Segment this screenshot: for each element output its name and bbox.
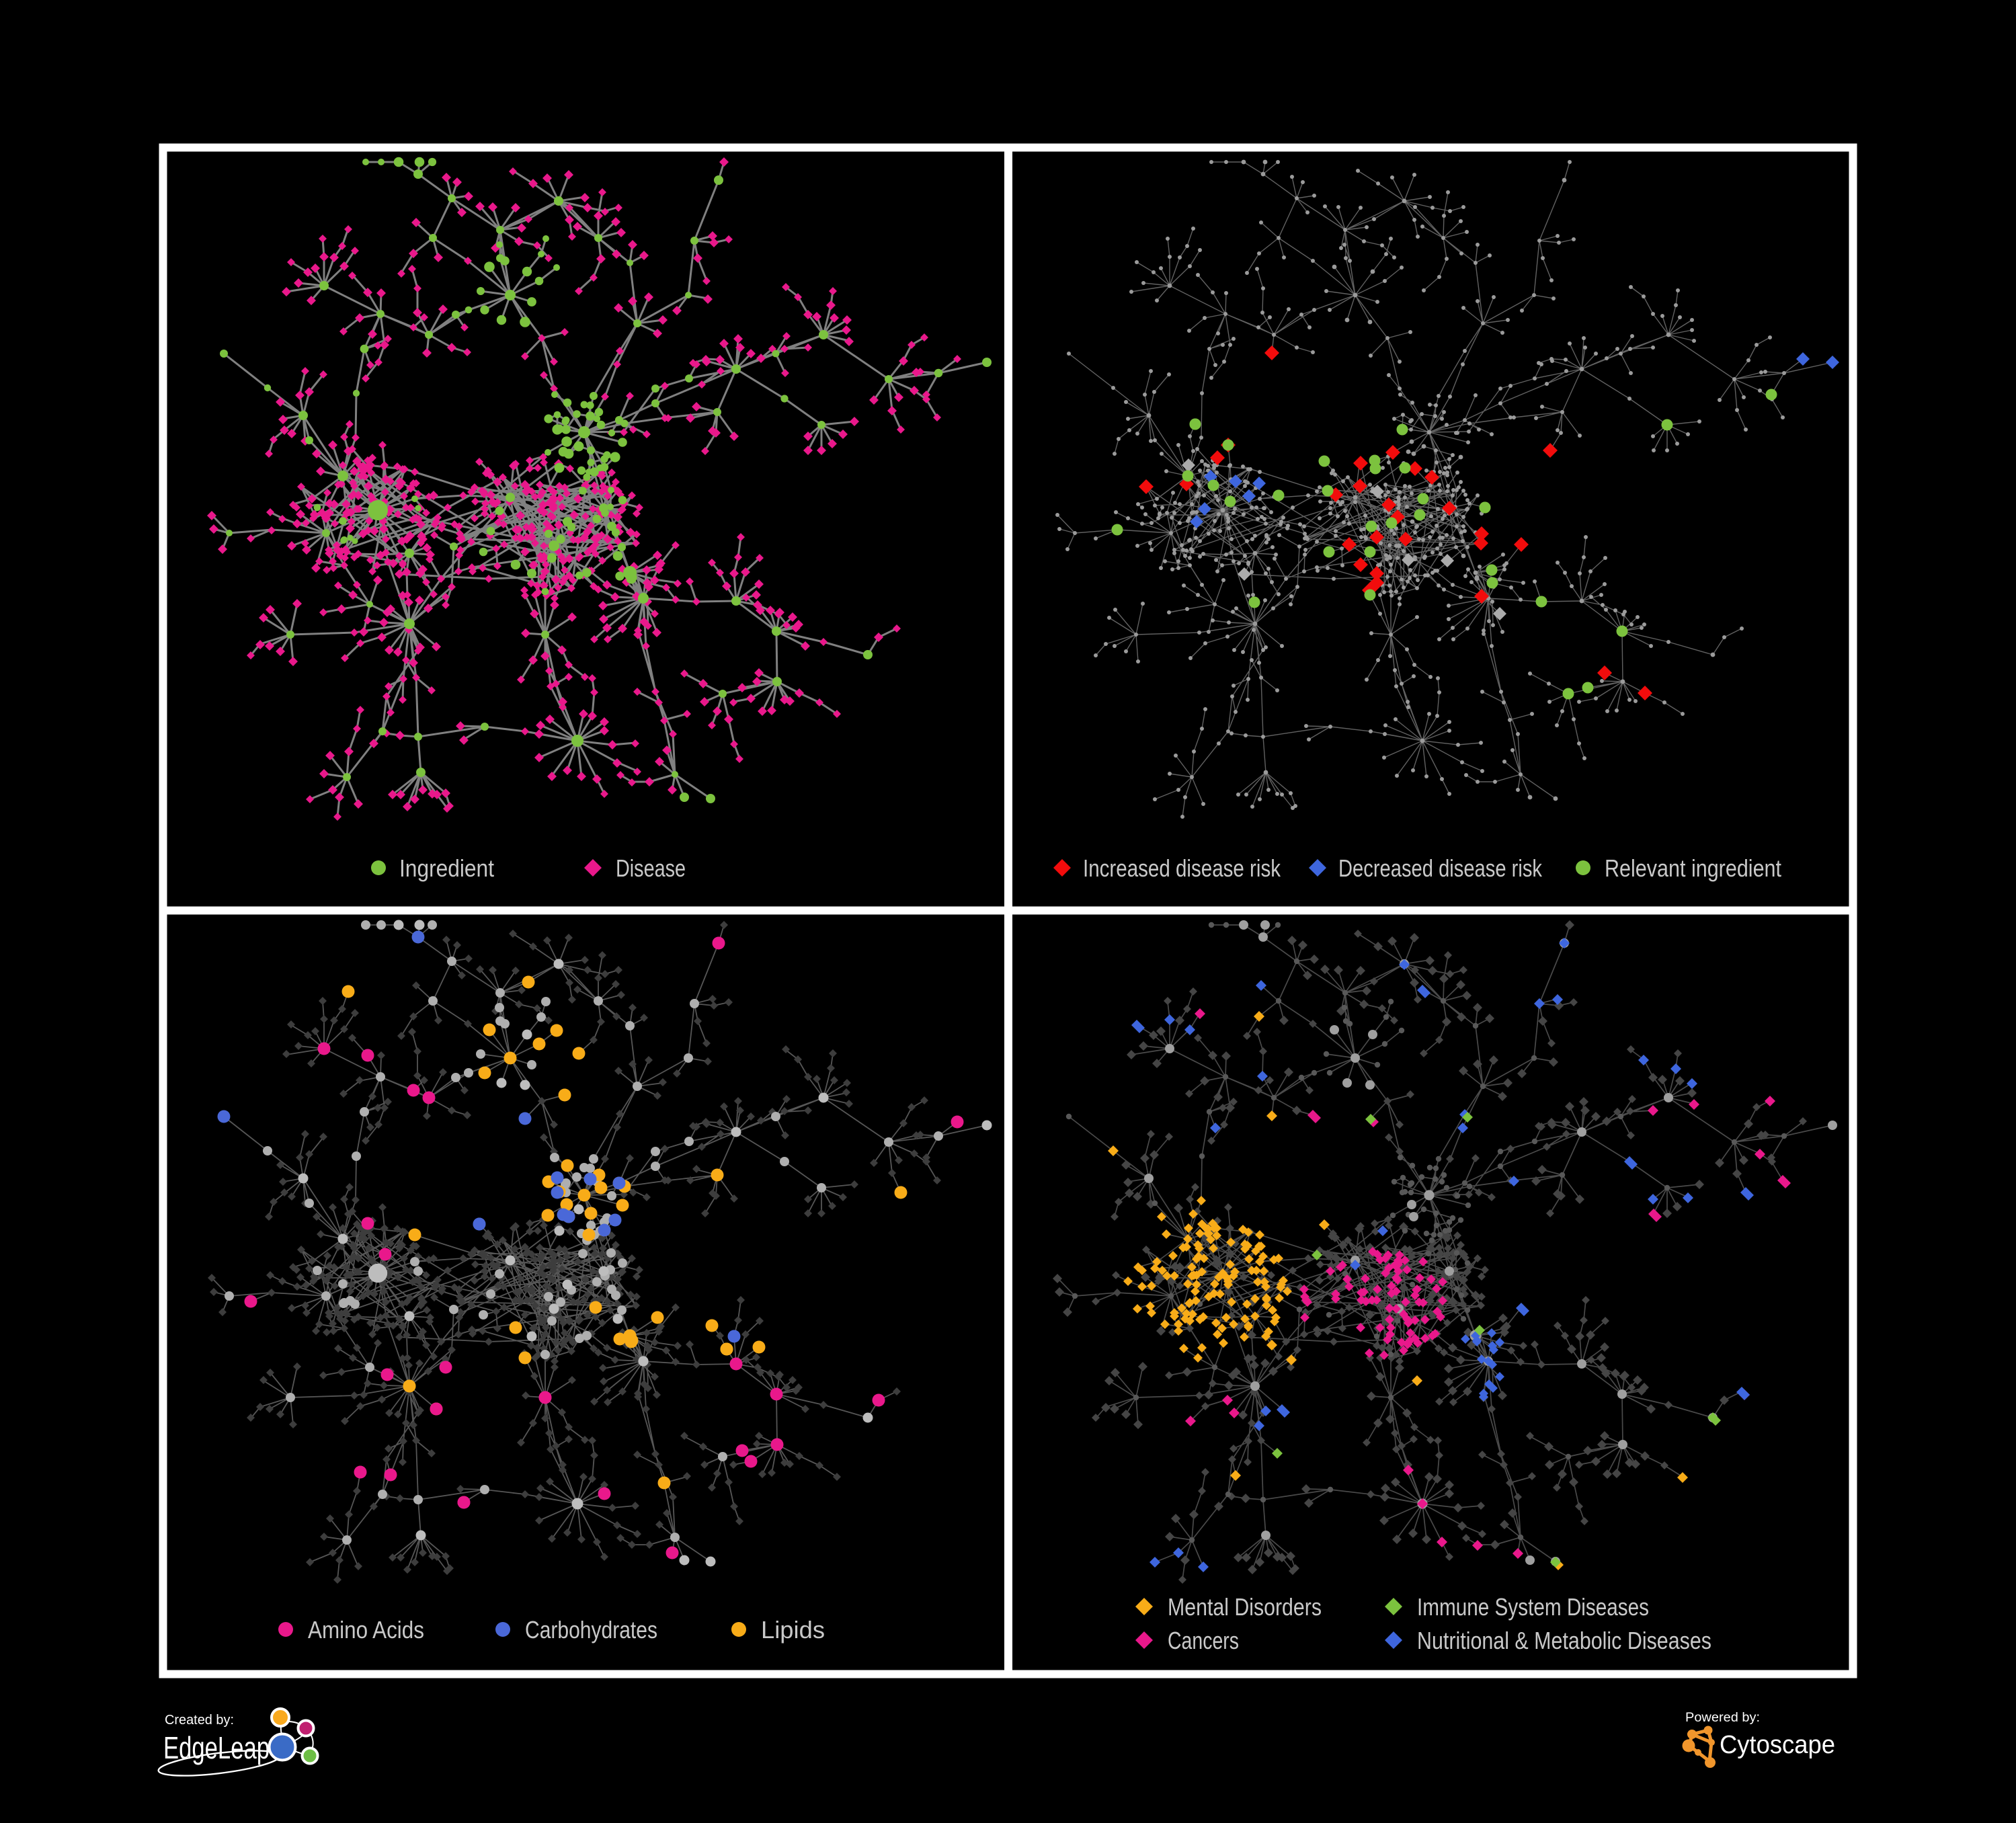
svg-text:Amino Acids: Amino Acids — [308, 1616, 424, 1644]
svg-text:Relevant ingredient: Relevant ingredient — [1605, 854, 1781, 882]
svg-text:Nutritional & Metabolic Diseas: Nutritional & Metabolic Diseases — [1417, 1627, 1711, 1654]
svg-text:Ingredient: Ingredient — [399, 854, 494, 882]
svg-text:Immune System Diseases: Immune System Diseases — [1417, 1593, 1649, 1621]
svg-text:Created by:: Created by: — [165, 1713, 234, 1728]
svg-text:Powered by:: Powered by: — [1685, 1711, 1760, 1725]
svg-text:Decreased disease risk: Decreased disease risk — [1338, 854, 1543, 882]
svg-text:Mental Disorders: Mental Disorders — [1168, 1593, 1322, 1621]
svg-text:Cancers: Cancers — [1168, 1627, 1239, 1654]
svg-text:Cytoscape: Cytoscape — [1720, 1731, 1835, 1759]
svg-text:Carbohydrates: Carbohydrates — [525, 1616, 657, 1644]
svg-text:Lipids: Lipids — [761, 1616, 825, 1644]
svg-text:Disease: Disease — [616, 854, 686, 882]
svg-text:Increased disease risk: Increased disease risk — [1083, 854, 1281, 882]
